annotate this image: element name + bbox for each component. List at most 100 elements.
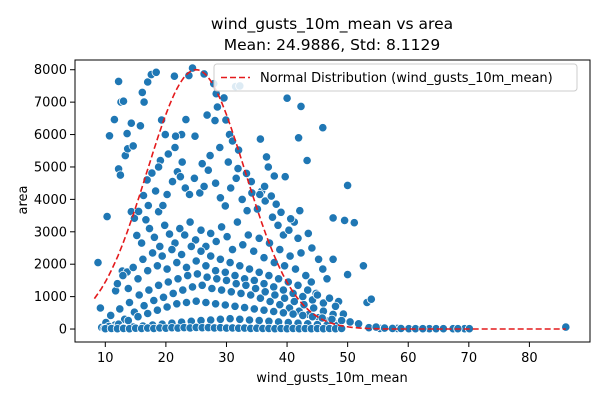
data-point xyxy=(217,222,227,232)
data-point xyxy=(255,134,265,144)
data-point xyxy=(124,297,135,308)
y-axis-label: area xyxy=(16,186,31,215)
data-point xyxy=(280,172,290,182)
data-point xyxy=(112,279,123,289)
data-point xyxy=(170,142,180,153)
data-point xyxy=(243,230,253,240)
data-point xyxy=(275,300,285,310)
data-point xyxy=(181,262,192,272)
data-point xyxy=(217,285,227,295)
legend-box xyxy=(213,63,578,92)
data-point xyxy=(269,282,279,292)
y-tick-label: 5000 xyxy=(34,160,67,175)
data-point xyxy=(230,301,240,311)
data-point xyxy=(184,189,195,200)
data-point xyxy=(230,270,240,281)
data-point xyxy=(276,207,286,217)
data-point xyxy=(298,310,308,320)
data-point xyxy=(135,121,145,131)
data-point xyxy=(158,292,169,302)
data-point xyxy=(255,293,265,303)
data-point xyxy=(366,294,376,304)
data-point xyxy=(353,319,364,329)
data-point xyxy=(303,228,313,238)
data-point xyxy=(162,302,172,312)
data-point xyxy=(318,123,328,133)
chart-title: wind_gusts_10m_mean vs area xyxy=(211,15,453,34)
legend: Normal Distribution (wind_gusts_10m_mean… xyxy=(213,63,578,92)
data-point xyxy=(202,110,212,120)
data-point xyxy=(288,309,298,319)
data-point xyxy=(169,71,179,81)
data-point xyxy=(279,261,290,271)
y-tick-label: 3000 xyxy=(34,225,67,240)
y-tick-label: 8000 xyxy=(34,63,67,78)
data-point xyxy=(241,280,251,290)
data-point xyxy=(222,232,232,242)
data-point xyxy=(207,283,217,294)
data-point xyxy=(104,131,115,141)
data-point xyxy=(181,297,192,308)
data-point xyxy=(122,129,132,139)
data-point xyxy=(137,87,147,98)
data-point xyxy=(279,293,290,303)
data-point xyxy=(313,254,324,264)
data-point xyxy=(132,230,142,240)
data-point xyxy=(220,267,230,277)
data-point xyxy=(138,190,149,201)
data-point xyxy=(259,305,269,315)
data-point xyxy=(237,194,247,204)
data-point xyxy=(180,183,190,193)
data-point xyxy=(205,151,215,161)
data-point xyxy=(133,312,143,322)
data-point xyxy=(284,225,294,235)
data-point xyxy=(144,285,154,295)
data-point xyxy=(293,233,303,243)
chart-subtitle: Mean: 24.9886, Std: 8.1129 xyxy=(224,36,440,54)
normal-distribution-curve xyxy=(93,68,566,330)
data-point xyxy=(283,277,293,287)
data-point xyxy=(278,285,288,295)
data-point xyxy=(211,178,221,188)
data-point xyxy=(282,93,292,103)
data-point xyxy=(235,314,245,324)
data-point xyxy=(190,131,200,141)
data-point xyxy=(215,193,225,203)
data-point xyxy=(227,245,238,255)
data-point xyxy=(225,314,235,324)
data-point xyxy=(109,115,120,125)
data-point xyxy=(175,172,185,182)
data-point xyxy=(232,217,242,227)
data-point xyxy=(93,257,103,268)
data-point xyxy=(295,206,305,216)
x-tick-label: 60 xyxy=(400,351,417,366)
data-point xyxy=(187,63,198,73)
data-point xyxy=(278,308,288,318)
x-axis-ticks: 10 20 30 40 50 60 70 80 xyxy=(97,342,538,366)
data-point xyxy=(106,310,116,320)
data-point xyxy=(185,217,195,227)
data-point xyxy=(139,97,149,107)
data-point xyxy=(312,290,322,300)
data-point xyxy=(151,186,161,196)
data-point xyxy=(225,257,235,268)
y-tick-label: 4000 xyxy=(34,193,67,208)
data-point xyxy=(289,296,299,307)
data-point xyxy=(269,171,279,181)
data-point xyxy=(221,115,231,125)
data-point xyxy=(249,275,259,285)
data-point xyxy=(246,290,256,300)
data-point xyxy=(147,168,157,178)
data-point xyxy=(203,165,213,175)
data-point xyxy=(273,220,283,230)
data-point xyxy=(163,277,173,287)
data-point xyxy=(306,277,316,287)
data-point xyxy=(254,267,264,277)
data-point xyxy=(201,297,211,308)
data-point xyxy=(238,240,248,250)
data-point xyxy=(191,235,201,245)
data-point xyxy=(286,214,296,224)
data-point xyxy=(236,288,246,298)
data-point xyxy=(138,254,148,264)
